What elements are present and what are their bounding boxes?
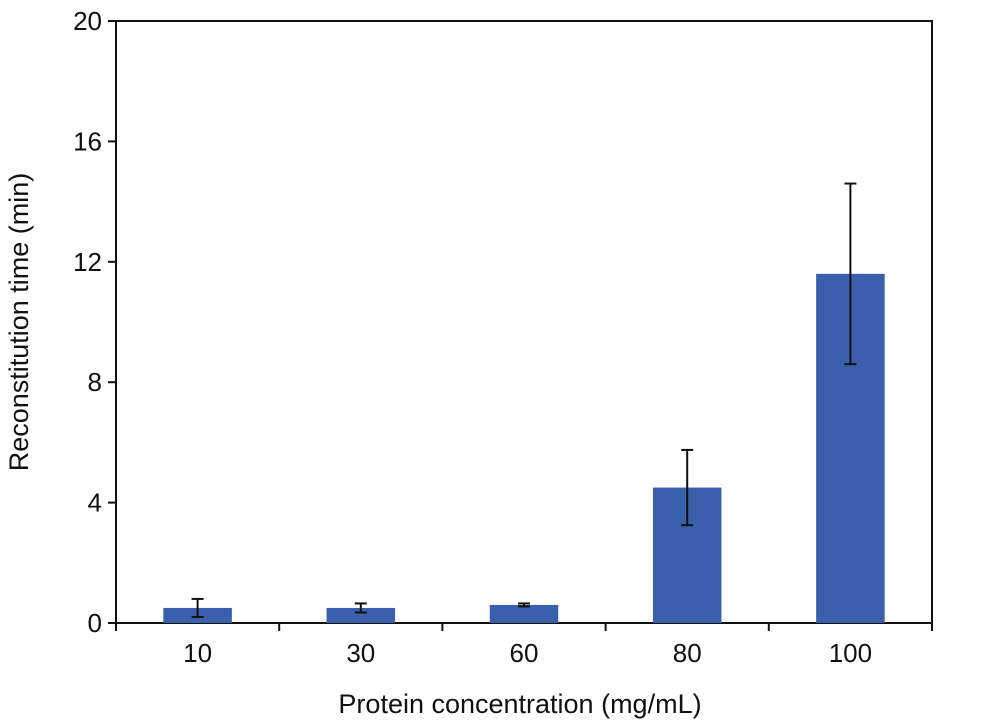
x-tick-label: 30	[346, 638, 375, 668]
error-bars	[191, 182, 857, 618]
y-tick-label: 8	[88, 367, 102, 397]
x-tick-label: 100	[829, 638, 872, 668]
x-tick-label: 10	[183, 638, 212, 668]
x-axis: 10 30 60 80 100	[115, 623, 933, 668]
y-tick-label: 0	[88, 608, 102, 638]
x-axis-label: Protein concentration (mg/mL)	[338, 689, 701, 719]
y-tick-label: 12	[73, 247, 102, 277]
error-bar-30	[354, 602, 367, 614]
error-bar-80	[681, 448, 694, 527]
plot-frame	[115, 20, 933, 624]
y-tick-label: 16	[73, 126, 102, 156]
error-bar-100	[844, 182, 857, 366]
error-bar-60	[518, 602, 530, 608]
y-axis: 0 4 8 12 16 20	[73, 6, 116, 638]
bars	[163, 273, 885, 623]
error-bar-10	[191, 597, 204, 618]
bar-60	[489, 604, 559, 623]
x-tick-label: 60	[510, 638, 539, 668]
y-tick-label: 4	[88, 488, 102, 518]
bar-30	[326, 607, 396, 623]
y-axis-label: Reconstitution time (min)	[4, 173, 34, 472]
y-tick-label: 20	[73, 6, 102, 36]
x-tick-label: 80	[673, 638, 702, 668]
